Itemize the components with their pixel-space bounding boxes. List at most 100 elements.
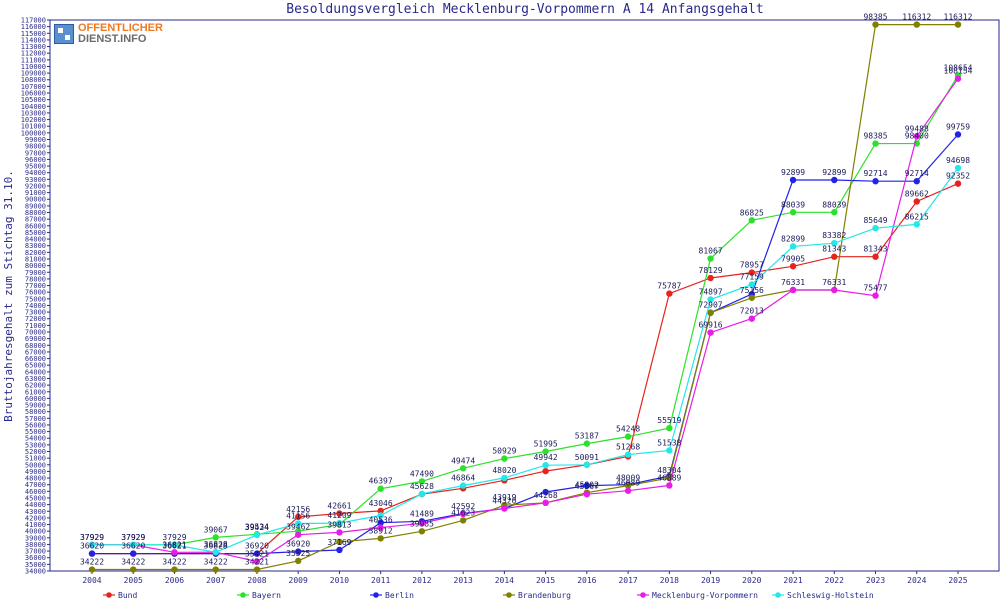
data-point-bayern bbox=[501, 455, 508, 462]
data-point-mecklenburg-vorpommern bbox=[459, 510, 467, 518]
data-label: 37929 bbox=[121, 533, 145, 542]
data-label: 108654 bbox=[944, 63, 973, 72]
y-tick-label: 96000 bbox=[25, 156, 46, 164]
data-point-brandenburg bbox=[624, 482, 632, 489]
data-point-mecklenburg-vorpommern bbox=[294, 531, 302, 538]
data-label: 108154 bbox=[944, 67, 973, 76]
x-tick-label: 2014 bbox=[495, 576, 514, 585]
data-label: 46397 bbox=[369, 477, 393, 486]
data-point-mecklenburg-vorpommern bbox=[418, 520, 426, 527]
y-tick-label: 62000 bbox=[25, 382, 46, 390]
data-label: 45802 bbox=[575, 481, 599, 490]
data-point-bayern bbox=[542, 448, 549, 455]
data-point-bayern bbox=[624, 433, 632, 440]
y-tick-label: 69000 bbox=[25, 335, 46, 343]
data-label: 81343 bbox=[863, 245, 887, 254]
data-label: 34222 bbox=[162, 558, 186, 567]
y-tick-label: 111000 bbox=[21, 56, 46, 64]
data-point-brandenburg bbox=[377, 535, 384, 542]
y-tick-label: 103000 bbox=[21, 109, 46, 117]
y-axis-label: Bruttojahresgehalt zum Stichtag 31.10. bbox=[2, 170, 15, 422]
data-label: 55519 bbox=[657, 416, 681, 425]
data-point-berlin bbox=[130, 550, 137, 557]
data-point-bayern bbox=[583, 440, 591, 447]
y-tick-label: 47000 bbox=[25, 481, 46, 489]
y-tick-label: 106000 bbox=[21, 90, 46, 98]
y-tick-label: 37000 bbox=[25, 548, 46, 556]
data-point-bund bbox=[707, 274, 714, 282]
y-tick-label: 78000 bbox=[25, 275, 46, 283]
legend-marker-bayern bbox=[240, 592, 246, 598]
data-label: 94698 bbox=[946, 156, 970, 165]
x-tick-label: 2004 bbox=[82, 576, 101, 585]
data-label: 92714 bbox=[905, 169, 929, 178]
data-label: 99759 bbox=[946, 122, 970, 131]
y-tick-label: 39000 bbox=[25, 534, 46, 542]
data-label: 42661 bbox=[327, 502, 351, 511]
y-tick-label: 88000 bbox=[25, 209, 46, 217]
data-point-mecklenburg-vorpommern bbox=[954, 75, 962, 82]
data-label: 75787 bbox=[657, 282, 681, 291]
data-label: 92899 bbox=[822, 168, 846, 177]
series-line-mecklenburg-vorpommern bbox=[92, 78, 959, 563]
y-tick-label: 45000 bbox=[25, 494, 46, 502]
data-label: 116312 bbox=[902, 13, 931, 22]
y-tick-label: 73000 bbox=[25, 309, 46, 317]
data-label: 49474 bbox=[451, 456, 475, 465]
data-point-brandenburg bbox=[130, 566, 137, 573]
data-label: 78129 bbox=[699, 266, 723, 275]
data-label: 44268 bbox=[534, 491, 558, 500]
y-tick-label: 64000 bbox=[25, 368, 46, 376]
data-label: 51268 bbox=[616, 443, 640, 452]
y-tick-label: 116000 bbox=[21, 23, 46, 31]
y-tick-label: 90000 bbox=[25, 196, 46, 204]
data-label: 34222 bbox=[204, 558, 228, 567]
data-label: 43046 bbox=[369, 499, 393, 508]
y-tick-label: 84000 bbox=[25, 236, 46, 244]
data-point-brandenburg bbox=[88, 566, 96, 573]
data-label: 37929 bbox=[80, 533, 104, 542]
data-label: 50929 bbox=[492, 447, 516, 456]
data-label: 92714 bbox=[863, 169, 887, 178]
y-tick-label: 42000 bbox=[25, 514, 46, 522]
data-label: 34221 bbox=[245, 558, 269, 567]
data-label: 83382 bbox=[822, 231, 846, 240]
data-label: 51538 bbox=[657, 438, 681, 447]
y-tick-label: 113000 bbox=[21, 43, 46, 51]
data-point-mecklenburg-vorpommern bbox=[542, 499, 549, 507]
data-label: 51995 bbox=[534, 440, 558, 449]
data-point-schleswig-holstein bbox=[253, 531, 261, 539]
x-tick-label: 2025 bbox=[948, 576, 967, 585]
data-label: 54248 bbox=[616, 425, 640, 434]
data-point-brandenburg bbox=[954, 21, 962, 28]
data-point-mecklenburg-vorpommern bbox=[666, 482, 673, 489]
data-label: 42592 bbox=[451, 502, 475, 511]
data-label: 46089 bbox=[616, 479, 640, 488]
y-tick-label: 99000 bbox=[25, 136, 46, 144]
data-point-mecklenburg-vorpommern bbox=[872, 292, 879, 299]
data-label: 76331 bbox=[822, 278, 846, 287]
data-point-bayern bbox=[459, 465, 467, 472]
y-tick-label: 46000 bbox=[25, 488, 46, 496]
y-tick-label: 117000 bbox=[21, 17, 46, 25]
data-point-schleswig-holstein bbox=[294, 520, 302, 527]
data-point-berlin bbox=[913, 178, 920, 185]
y-tick-label: 115000 bbox=[21, 30, 46, 38]
y-tick-label: 56000 bbox=[25, 421, 46, 429]
data-label: 81067 bbox=[699, 247, 723, 256]
legend-marker-mecklenburg-vorpommern bbox=[640, 592, 646, 598]
data-point-bund bbox=[377, 507, 384, 515]
data-point-schleswig-holstein bbox=[542, 461, 549, 469]
y-tick-label: 55000 bbox=[25, 428, 46, 436]
data-point-schleswig-holstein bbox=[872, 224, 879, 232]
data-point-berlin bbox=[583, 482, 591, 489]
data-label: 72907 bbox=[699, 301, 723, 310]
data-label: 77159 bbox=[740, 272, 764, 281]
data-label: 39985 bbox=[410, 519, 434, 528]
data-point-mecklenburg-vorpommern bbox=[913, 133, 920, 140]
data-label: 36828 bbox=[204, 542, 228, 551]
y-tick-label: 67000 bbox=[25, 348, 46, 356]
data-label: 76331 bbox=[781, 278, 805, 287]
y-tick-label: 100000 bbox=[21, 129, 46, 137]
y-tick-label: 87000 bbox=[25, 216, 46, 224]
